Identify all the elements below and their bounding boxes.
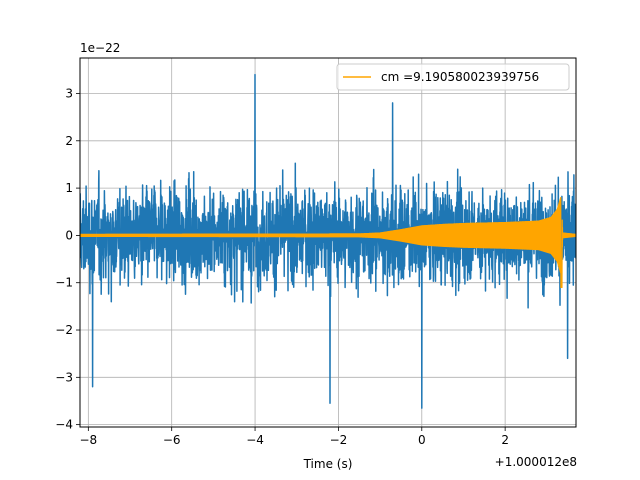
y-axis-multiplier-text: 1e−22 [80, 41, 120, 55]
y-tick-label: 3 [65, 86, 73, 100]
y-tick-label: 0 [65, 228, 73, 242]
legend-box [336, 63, 570, 91]
x-axis-label: Time (s) [303, 457, 353, 471]
y-tick-label: −4 [55, 418, 73, 432]
y-tick-label: −2 [55, 323, 73, 337]
y-axis-ticks: −4 −3 −2 −1 0 1 2 3 [55, 86, 80, 432]
x-tick-label: −4 [246, 433, 264, 447]
legend: cm =9.190580023939756 [336, 63, 570, 91]
x-tick-label: 2 [501, 433, 509, 447]
x-tick-label: −2 [330, 433, 348, 447]
y-tick-label: 1 [65, 181, 73, 195]
x-tick-label: 0 [418, 433, 426, 447]
series-line-chirp [80, 196, 576, 289]
x-tick-label: −8 [79, 433, 97, 447]
y-tick-label: −1 [55, 276, 73, 290]
plot-area [80, 73, 576, 409]
legend-label-chirp: cm =9.190580023939756 [381, 70, 539, 84]
y-tick-label: −3 [55, 370, 73, 384]
y-tick-label: 2 [65, 134, 73, 148]
x-tick-label: −6 [163, 433, 181, 447]
axes-frame [79, 57, 577, 428]
x-axis-ticks: −8 −6 −4 −2 0 2 [79, 427, 509, 447]
x-axis-offset-text: +1.000012e8 [495, 455, 577, 469]
